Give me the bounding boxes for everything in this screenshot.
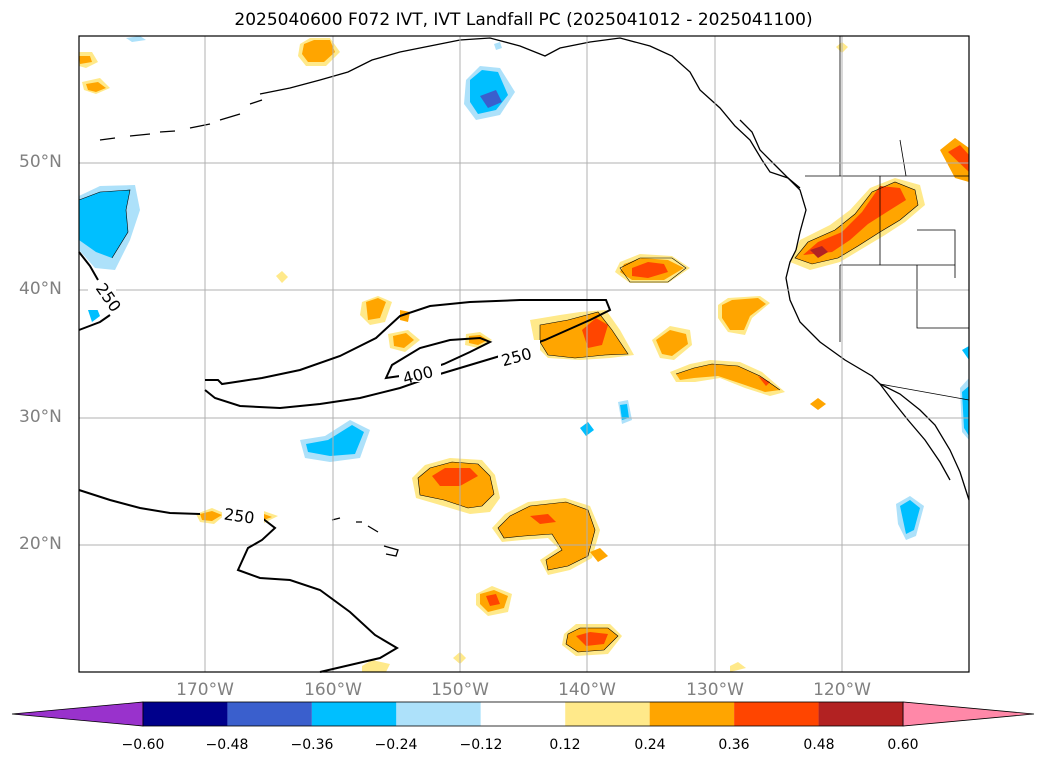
lat-label: 40°N bbox=[19, 279, 62, 299]
colorbar-segment bbox=[396, 702, 481, 726]
colorbar-segment bbox=[565, 702, 650, 726]
pc-fill-areas bbox=[79, 36, 969, 672]
colorbar-segment bbox=[143, 702, 228, 726]
lat-label: 20°N bbox=[19, 534, 62, 554]
map-frame bbox=[78, 35, 970, 673]
lon-label: 130°W bbox=[686, 680, 744, 700]
colorbar bbox=[11, 701, 1035, 727]
colorbar-segment bbox=[311, 702, 397, 726]
colorbar-tick-label: 0.60 bbox=[887, 737, 919, 753]
aleutian-islands bbox=[99, 99, 263, 141]
lon-label: 160°W bbox=[304, 680, 362, 700]
colorbar-segment bbox=[227, 702, 312, 726]
hawaii-islands bbox=[331, 517, 399, 557]
ivt-contour-250-south bbox=[78, 489, 201, 515]
colorbar-tick-label: −0.60 bbox=[121, 737, 165, 753]
colorbar-tick-label: 0.12 bbox=[549, 737, 581, 753]
ivt-contours bbox=[78, 251, 612, 673]
colorbar-tick-label: 0.24 bbox=[634, 737, 666, 753]
coastlines bbox=[99, 37, 970, 557]
pc-fill-outlines bbox=[78, 181, 919, 653]
colorbar-segment bbox=[818, 702, 903, 726]
lat-label: 30°N bbox=[19, 407, 62, 427]
contour-label: 250 bbox=[223, 505, 256, 528]
us-west-coast bbox=[785, 249, 970, 501]
political-borders bbox=[805, 36, 970, 401]
lon-label: 150°W bbox=[431, 680, 489, 700]
colorbar-tick-label: −0.48 bbox=[205, 737, 249, 753]
lon-label: 120°W bbox=[813, 680, 871, 700]
colorbar-extension-high bbox=[902, 701, 1035, 727]
colorbar-tick-label: −0.24 bbox=[374, 737, 418, 753]
colorbar-tick-label: 0.48 bbox=[803, 737, 835, 753]
lat-label: 50°N bbox=[19, 152, 62, 172]
colorbar-segment bbox=[480, 702, 566, 726]
us-states bbox=[839, 176, 970, 401]
colorbar-tick-label: −0.12 bbox=[459, 737, 503, 753]
map-title: 2025040600 F072 IVT, IVT Landfall PC (20… bbox=[234, 10, 813, 30]
colorbar-segment bbox=[649, 702, 735, 726]
colorbar-tick-label: −0.36 bbox=[290, 737, 334, 753]
colorbar-tick-label: 0.36 bbox=[718, 737, 750, 753]
ivt-contour-250-northwest bbox=[78, 251, 99, 281]
alaska-coast bbox=[259, 37, 801, 189]
colorbar-segment bbox=[734, 702, 819, 726]
colorbar-extension-low bbox=[11, 701, 144, 727]
baja-california bbox=[879, 383, 951, 481]
canada-provinces bbox=[839, 36, 907, 177]
bc-coast bbox=[739, 119, 807, 251]
grid-lines bbox=[79, 36, 969, 672]
ivt-contour-250-central bbox=[204, 299, 612, 410]
lon-label: 170°W bbox=[176, 680, 234, 700]
contour-label-masks bbox=[88, 284, 540, 526]
lon-label: 140°W bbox=[558, 680, 616, 700]
